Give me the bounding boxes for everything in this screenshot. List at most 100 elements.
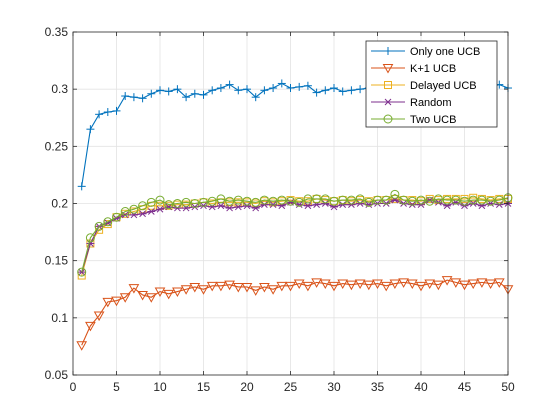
data-point-random: [147, 208, 156, 215]
data-point-two-ucb: [433, 194, 443, 204]
y-tick-label: 0.35: [45, 25, 69, 39]
data-point-k-1-ucb: [128, 284, 140, 294]
data-point-two-ucb: [477, 195, 487, 205]
data-point-random: [347, 201, 356, 208]
data-point-k-1-ucb: [476, 278, 488, 288]
data-point-only-one-ucb: [338, 87, 347, 96]
data-point-k-1-ucb: [372, 279, 383, 290]
data-point-only-one-ucb: [164, 87, 173, 96]
data-point-two-ucb: [277, 195, 287, 205]
data-point-random: [495, 201, 504, 208]
data-point-only-one-ucb: [208, 86, 217, 95]
data-point-only-one-ucb: [347, 86, 356, 95]
data-point-two-ucb: [338, 195, 348, 205]
data-point-k-1-ucb: [145, 293, 157, 303]
data-point-two-ucb: [155, 195, 165, 205]
data-point-only-one-ucb: [277, 79, 286, 88]
x-tick-label: 40: [414, 380, 428, 394]
data-point-random: [417, 201, 425, 208]
data-point-only-one-ucb: [251, 93, 260, 102]
data-point-random: [460, 202, 469, 210]
data-point-only-one-ucb: [156, 86, 164, 95]
data-point-k-1-ucb: [111, 296, 122, 307]
y-tick-label: 0.1: [51, 311, 68, 325]
data-point-k-1-ucb: [398, 278, 409, 288]
data-point-two-ucb: [146, 197, 156, 207]
data-point-random: [173, 204, 182, 212]
y-tick-label: 0.05: [45, 368, 69, 382]
data-point-two-ucb: [85, 233, 95, 243]
data-point-two-ucb: [486, 196, 496, 206]
x-tick-label: 5: [113, 380, 120, 394]
data-point-only-one-ucb: [121, 92, 130, 101]
data-point-k-1-ucb: [328, 281, 340, 292]
data-point-two-ucb: [216, 194, 226, 204]
data-point-only-one-ucb: [147, 89, 156, 98]
data-point-k-1-ucb: [389, 279, 401, 290]
data-point-two-ucb: [416, 195, 426, 205]
data-point-only-one-ucb: [260, 86, 269, 95]
data-point-k-1-ucb: [363, 280, 375, 291]
data-point-two-ucb: [77, 267, 87, 277]
data-point-only-one-ucb: [182, 93, 191, 102]
data-point-k-1-ucb: [450, 278, 462, 288]
data-point-k-1-ucb: [119, 293, 131, 303]
data-point-only-one-ucb: [303, 81, 312, 90]
data-point-two-ucb: [103, 217, 113, 227]
data-point-k-1-ucb: [154, 287, 166, 298]
legend-label-two-ucb: Two UCB: [410, 114, 456, 126]
data-point-two-ucb: [294, 197, 304, 207]
data-point-only-one-ucb: [129, 93, 138, 102]
data-point-k-1-ucb: [163, 289, 175, 300]
data-point-k-1-ucb: [198, 285, 209, 295]
data-point-k-1-ucb: [189, 282, 201, 293]
data-point-k-1-ucb: [319, 279, 331, 290]
data-point-k-1-ucb: [337, 279, 349, 290]
data-point-only-one-ucb: [77, 182, 86, 191]
data-point-k-1-ucb: [354, 279, 366, 290]
data-point-two-ucb: [399, 195, 409, 205]
data-point-two-ucb: [190, 199, 200, 208]
legend: Only one UCB K+1 UCB Delayed UCB Random Two …: [365, 40, 498, 128]
data-point-k-1-ucb: [76, 341, 88, 351]
data-point-k-1-ucb: [232, 282, 244, 293]
legend-label-random: Random: [410, 97, 452, 109]
data-point-two-ucb: [181, 197, 191, 207]
legend-marker-random: [384, 98, 392, 106]
data-point-two-ucb: [129, 204, 139, 214]
data-point-k-1-ucb: [215, 281, 227, 292]
data-point-k-1-ucb: [415, 281, 427, 292]
data-point-only-one-ucb: [234, 86, 243, 95]
data-point-random: [321, 200, 330, 207]
data-point-k-1-ucb: [172, 287, 183, 298]
x-tick-label: 35: [371, 380, 385, 394]
data-point-only-one-ucb: [103, 108, 112, 117]
axis-ticks: 0 5 10 15 20 25 30 35 40 45 50 0.05 0.1 0.15 0.2 0.25 0.…: [45, 25, 515, 394]
data-point-k-1-ucb: [346, 280, 357, 291]
data-point-two-ucb: [268, 196, 278, 206]
x-tick-label: 0: [70, 380, 77, 394]
data-point-two-ucb: [407, 196, 417, 206]
data-point-random: [303, 202, 312, 210]
data-point-two-ucb: [373, 195, 382, 205]
data-point-only-one-ucb: [138, 94, 147, 103]
data-point-k-1-ucb: [441, 276, 453, 286]
data-point-only-one-ucb: [95, 110, 104, 119]
x-tick-label: 15: [197, 380, 211, 394]
data-point-k-1-ucb: [467, 279, 479, 290]
data-point-k-1-ucb: [285, 281, 296, 292]
x-tick-label: 20: [240, 380, 254, 394]
legend-box: [365, 40, 498, 128]
legend-label-only-one-ucb: Only one UCB: [410, 46, 480, 58]
data-point-two-ucb: [303, 194, 313, 204]
data-point-k-1-ucb: [293, 279, 305, 290]
data-point-k-1-ucb: [459, 280, 470, 291]
data-point-two-ucb: [468, 195, 478, 205]
data-point-k-1-ucb: [276, 281, 288, 292]
data-point-only-one-ucb: [225, 80, 234, 89]
data-point-k-1-ucb: [485, 279, 496, 290]
data-point-k-1-ucb: [302, 281, 314, 292]
data-point-random: [364, 201, 373, 208]
data-point-only-one-ucb: [216, 84, 225, 93]
data-point-two-ucb: [233, 195, 243, 205]
